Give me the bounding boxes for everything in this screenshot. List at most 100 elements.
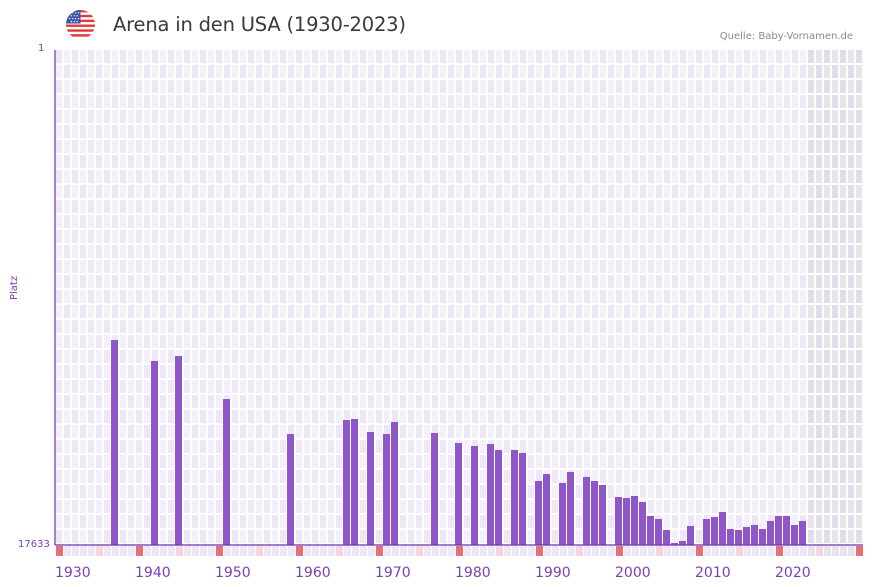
grid-cell [528,170,534,183]
grid-cell [624,350,630,363]
grid-cell [96,470,102,483]
grid-cell [368,125,374,138]
grid-cell [696,65,702,78]
grid-cell [96,95,102,108]
grid-cell [616,470,622,483]
grid-cell [800,200,806,213]
grid-cell [144,425,150,438]
grid-cell [720,80,726,93]
grid-cell [480,305,486,318]
grid-cell [56,245,62,258]
grid-cell [232,305,238,318]
grid-cell [608,470,614,483]
grid-cell [192,155,198,168]
grid-cell [56,80,62,93]
grid-cell [120,365,126,378]
grid-cell [704,125,710,138]
grid-cell [496,65,502,78]
grid-cell [824,470,830,483]
grid-cell [608,80,614,93]
grid-cell [64,65,70,78]
grid-cell [568,290,574,303]
grid-cell [424,230,430,243]
chart-title: Arena in den USA (1930-2023) [113,13,406,36]
grid-cell [808,395,814,408]
grid-cell [616,215,622,228]
grid-cell [376,305,382,318]
grid-cell [320,110,326,123]
grid-cell [856,155,862,168]
grid-cell [592,140,598,153]
grid-cell [808,50,814,63]
grid-cell [688,305,694,318]
grid-cell [480,275,486,288]
grid-cell [240,80,246,93]
grid-cell [624,365,630,378]
grid-cell [648,335,654,348]
grid-cell [72,395,78,408]
grid-cell [464,95,470,108]
grid-cell [664,155,670,168]
grid-cell [240,485,246,498]
grid-cell [856,290,862,303]
grid-cell [280,110,286,123]
bar-1997 [591,480,598,545]
grid-cell [856,425,862,438]
grid-cell [592,170,598,183]
grid-cell [264,245,270,258]
grid-cell [496,215,502,228]
grid-cell [832,125,838,138]
grid-cell [656,95,662,108]
year-marker [480,546,487,556]
grid-cell [544,395,550,408]
grid-cell [856,50,862,63]
grid-cell [376,125,382,138]
grid-cell [432,290,438,303]
grid-cell [208,320,214,333]
grid-cell [824,515,830,528]
grid-cell [480,125,486,138]
grid-cell [608,365,614,378]
grid-cell [792,350,798,363]
grid-cell [640,335,646,348]
grid-cell [72,305,78,318]
grid-cell [344,395,350,408]
grid-cell [296,320,302,333]
grid-cell [648,410,654,423]
grid-cell [208,335,214,348]
grid-cell [304,125,310,138]
grid-cell [528,65,534,78]
grid-cell [216,500,222,513]
grid-cell [200,515,206,528]
grid-cell [88,65,94,78]
grid-cell [384,125,390,138]
grid-cell [664,350,670,363]
grid-cell [336,140,342,153]
grid-cell [400,230,406,243]
grid-cell [552,50,558,63]
grid-cell [416,395,422,408]
grid-cell [456,380,462,393]
grid-cell [424,470,430,483]
grid-cell [88,140,94,153]
grid-cell [504,305,510,318]
grid-cell [816,125,822,138]
grid-cell [832,515,838,528]
grid-cell [200,170,206,183]
grid-cell [264,365,270,378]
grid-cell [440,485,446,498]
grid-cell [704,245,710,258]
grid-cell [624,305,630,318]
grid-cell [472,155,478,168]
bar-1969 [367,432,374,545]
grid-cell [736,515,742,528]
grid-cell [224,380,230,393]
bar-1982 [471,445,478,545]
grid-cell [488,365,494,378]
grid-cell [528,425,534,438]
grid-cell [840,410,846,423]
grid-cell [256,275,262,288]
grid-cell [144,380,150,393]
year-marker [752,546,759,556]
grid-cell [320,500,326,513]
